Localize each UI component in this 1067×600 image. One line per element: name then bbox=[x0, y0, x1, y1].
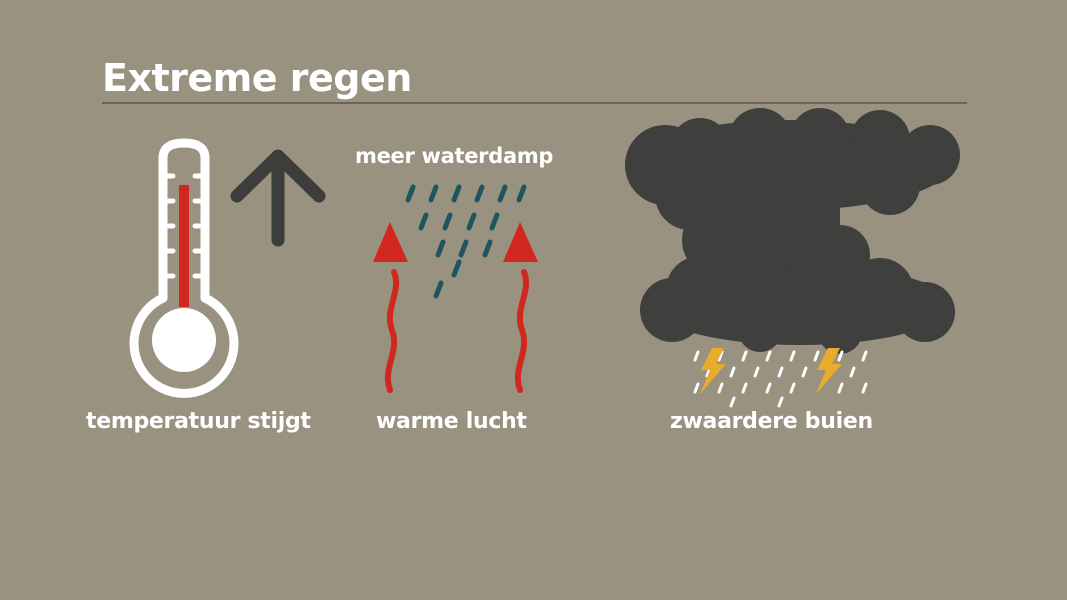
thermometer-ticks bbox=[160, 173, 208, 279]
warm-air-label: warme lucht bbox=[376, 409, 527, 434]
showers-label: zwaardere buien bbox=[670, 409, 873, 434]
temperature-label: temperatuur stijgt bbox=[86, 409, 311, 434]
page-title: Extreme regen bbox=[102, 56, 412, 100]
water-vapour-icon bbox=[405, 184, 527, 299]
heat-arrow-icon bbox=[503, 222, 538, 393]
lightning-icon bbox=[700, 348, 726, 394]
heat-arrow-icon bbox=[373, 222, 408, 393]
lightning-icon bbox=[816, 348, 842, 394]
storm-cloud-icon bbox=[625, 108, 960, 354]
title-underline bbox=[102, 102, 967, 104]
up-arrow-icon bbox=[230, 149, 326, 247]
water-vapour-label: meer waterdamp bbox=[355, 144, 554, 168]
thermometer-icon bbox=[129, 138, 239, 398]
rain-icon bbox=[693, 350, 868, 408]
